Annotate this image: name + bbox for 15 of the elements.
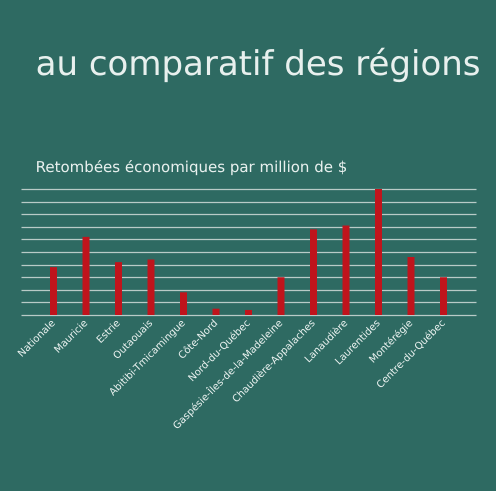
bar xyxy=(82,236,90,315)
bar xyxy=(375,189,382,315)
bar xyxy=(408,257,414,315)
bar xyxy=(180,292,187,315)
chart-title: au comparatif des régions xyxy=(36,44,481,84)
bar xyxy=(148,260,154,315)
bar xyxy=(440,277,447,315)
bar xyxy=(50,267,57,315)
bar xyxy=(212,308,220,315)
bar xyxy=(245,310,252,315)
bar xyxy=(310,229,317,315)
bar xyxy=(278,277,284,315)
chart-subtitle: Retombées économiques par million de $ xyxy=(36,158,348,176)
bar xyxy=(342,226,350,315)
bar xyxy=(115,262,122,315)
